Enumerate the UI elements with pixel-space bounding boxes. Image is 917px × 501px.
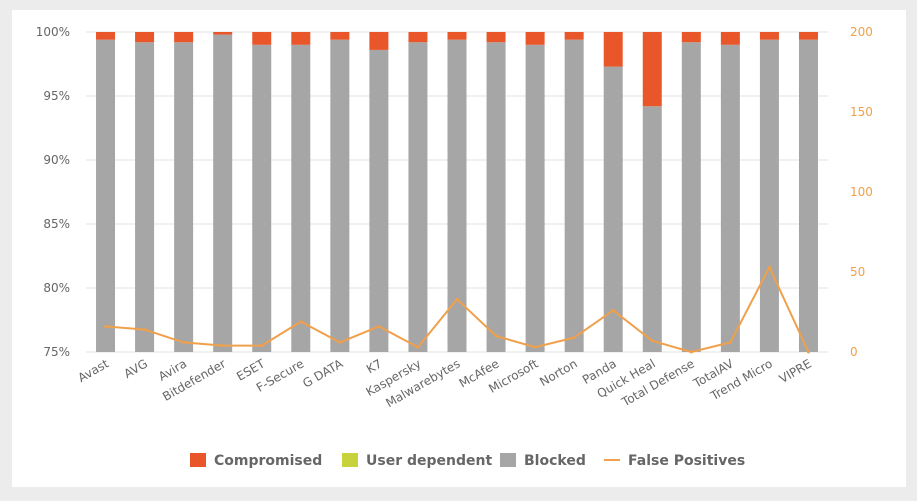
bar-compromised	[330, 32, 350, 40]
legend-label: False Positives	[628, 453, 745, 469]
legend-label: Blocked	[524, 453, 586, 469]
bar-blocked	[603, 66, 623, 352]
false-positives-point	[299, 320, 303, 324]
false-positives-point	[494, 334, 498, 338]
false-positives-point	[182, 340, 186, 344]
bar-blocked	[642, 106, 662, 353]
bar-blocked	[681, 42, 701, 353]
false-positives-point	[338, 340, 342, 344]
bar-compromised	[174, 32, 194, 43]
false-positives-point	[650, 339, 654, 343]
bar-blocked	[525, 44, 545, 353]
false-positives-point	[416, 345, 420, 349]
y-left-tick-label: 85%	[43, 217, 70, 231]
y-right-tick-label: 100	[850, 185, 873, 199]
legend-swatch	[500, 453, 516, 467]
false-positives-point	[377, 324, 381, 328]
bar-compromised	[369, 32, 389, 50]
x-category-label: G DATA	[300, 356, 346, 391]
false-positives-point	[455, 297, 459, 301]
bar-compromised	[408, 32, 428, 43]
legend-swatch	[342, 453, 358, 467]
bar-blocked	[486, 42, 506, 353]
bar-compromised	[681, 32, 701, 43]
false-positives-point	[221, 344, 225, 348]
y-right-tick-label: 0	[850, 345, 858, 359]
bar-blocked	[174, 42, 194, 353]
legend-swatch	[190, 453, 206, 467]
legend-label: User dependent	[366, 453, 492, 469]
y-right-tick-label: 150	[850, 105, 873, 119]
false-positives-point	[689, 350, 693, 354]
bar-compromised	[564, 32, 584, 40]
false-positives-point	[806, 350, 810, 354]
legend-label: Compromised	[214, 453, 322, 469]
false-positives-point	[611, 308, 615, 312]
bar-compromised	[486, 32, 506, 43]
y-left-tick-label: 100%	[36, 25, 70, 39]
bar-blocked	[798, 39, 818, 353]
bar-compromised	[135, 32, 155, 43]
bar-blocked	[213, 34, 233, 352]
false-positives-point	[143, 328, 147, 332]
bar-compromised	[798, 32, 818, 40]
x-category-label: VIPRE	[777, 356, 814, 386]
false-positives-point	[533, 345, 537, 349]
bar-compromised	[291, 32, 311, 45]
chart-card: 75% 80% 85% 90% 95% 100% 0 50 100 150 200 Avast AVG A…	[12, 10, 906, 487]
x-category-label: K7	[364, 356, 384, 376]
bar-compromised	[603, 32, 623, 67]
y-right-tick-label: 50	[850, 265, 865, 279]
y-left-tick-label: 75%	[43, 345, 70, 359]
x-category-label: Norton	[537, 356, 579, 389]
bar-blocked	[447, 39, 467, 353]
false-positives-point	[260, 344, 264, 348]
bar-compromised	[642, 32, 662, 107]
bar-compromised	[525, 32, 545, 45]
bar-blocked	[96, 39, 116, 353]
bar-blocked	[330, 39, 350, 353]
bar-blocked	[135, 42, 155, 353]
false-positives-point	[572, 336, 576, 340]
x-category-label: Avast	[76, 356, 112, 385]
bar-compromised	[252, 32, 272, 45]
bar-blocked	[564, 39, 584, 353]
bar-blocked	[369, 49, 389, 353]
bar-compromised	[213, 32, 233, 35]
x-category-label: AVG	[121, 356, 150, 381]
y-left-tick-label: 80%	[43, 281, 70, 295]
false-positives-point	[104, 324, 108, 328]
bar-blocked	[252, 44, 272, 353]
bar-blocked	[759, 39, 779, 353]
y-left-tick-label: 95%	[43, 89, 70, 103]
bar-blocked	[291, 44, 311, 353]
bar-compromised	[720, 32, 740, 45]
y-right-tick-label: 200	[850, 25, 873, 39]
bar-blocked	[408, 42, 428, 353]
false-positives-point	[767, 265, 771, 269]
false-positives-point	[728, 340, 732, 344]
bar-compromised	[759, 32, 779, 40]
y-left-tick-label: 90%	[43, 153, 70, 167]
bar-compromised	[96, 32, 116, 40]
bar-blocked	[720, 44, 740, 353]
bar-compromised	[447, 32, 467, 40]
